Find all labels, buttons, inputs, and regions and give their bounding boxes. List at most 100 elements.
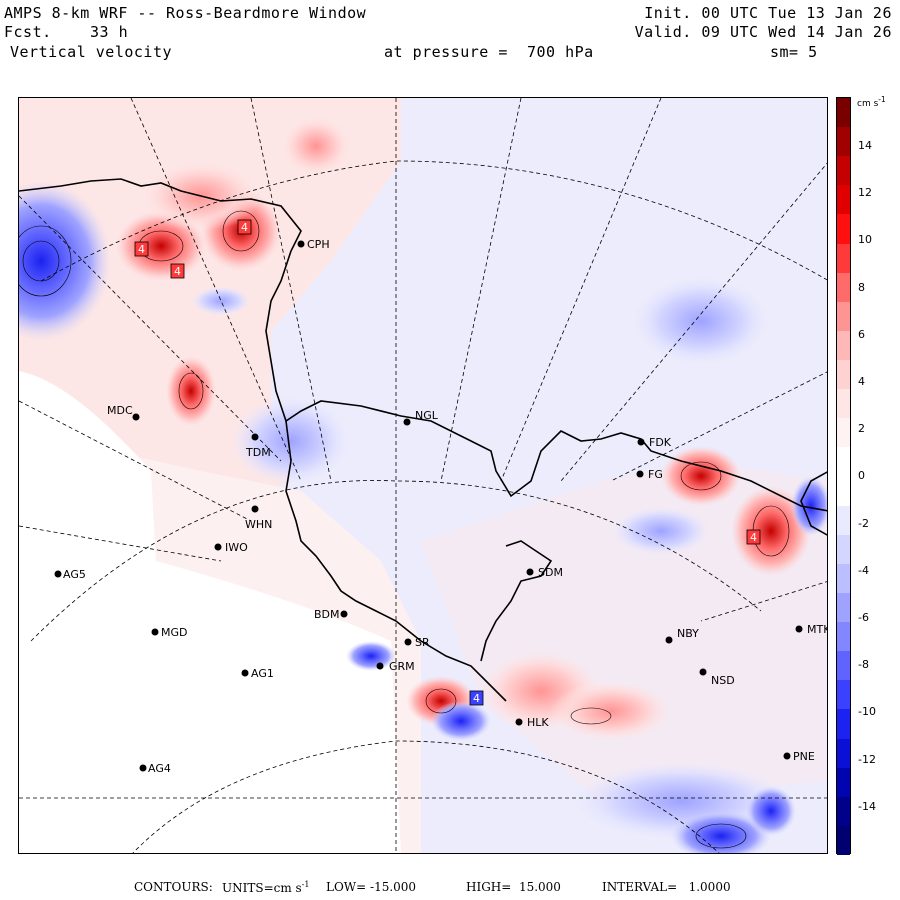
descent-blob-3 xyxy=(631,276,771,366)
colorbar-segment xyxy=(837,651,850,681)
station-label: SR xyxy=(415,636,430,649)
latitude-circle-3 xyxy=(132,740,720,853)
station-label: IWO xyxy=(225,541,248,554)
station-dot-grm xyxy=(376,662,384,670)
descent-blob-1 xyxy=(191,286,251,316)
station-dot-nsd xyxy=(699,668,707,676)
colorbar-tick-label: -2 xyxy=(858,516,869,530)
station-label: SDM xyxy=(538,566,563,579)
footer-low: LOW= -15.000 xyxy=(326,880,417,894)
contour-8 xyxy=(178,372,204,410)
colorbar-segment xyxy=(837,156,850,186)
station-label: PNE xyxy=(793,750,815,763)
contour-7 xyxy=(695,823,747,849)
colorbar-segment xyxy=(837,389,850,419)
meridian-3 xyxy=(19,195,282,462)
station-dot-ag4 xyxy=(139,764,147,772)
meridian-5 xyxy=(19,525,222,562)
station-dot-sr xyxy=(404,638,412,646)
map-panel: CPH MDC TDM NGL FDK FG WHN IWO AG5 SDM B… xyxy=(18,97,828,854)
colorbar-tick-label: -12 xyxy=(858,752,876,766)
colorbar-segment xyxy=(837,301,850,332)
station-dot-ag5 xyxy=(54,570,62,578)
station-label: CPH xyxy=(307,238,330,251)
init-time: Init. 00 UTC Tue 13 Jan 26 xyxy=(644,4,892,22)
contour-10 xyxy=(570,707,612,725)
colorbar-tick-label: 2 xyxy=(858,422,865,436)
extrema-value: 4 xyxy=(750,531,757,544)
station-dot-iwo xyxy=(214,543,222,551)
station-dot-sdm xyxy=(526,568,534,576)
colorbar-tick-label: 0 xyxy=(858,469,865,483)
ascent-blob-4 xyxy=(166,356,216,426)
coastline-bay xyxy=(480,540,553,662)
station-label: NBY xyxy=(677,627,699,640)
extrema-value: 4 xyxy=(473,692,480,705)
colorbar-segment xyxy=(837,796,850,827)
extrema-value: 4 xyxy=(138,243,145,256)
descent-blob-9 xyxy=(746,786,796,836)
forecast-hour: 33 h xyxy=(90,23,129,41)
station-dot-nby xyxy=(665,636,673,644)
meridian-8 xyxy=(500,98,662,482)
station-label: AG5 xyxy=(63,568,86,581)
descent-blob-6 xyxy=(431,701,491,741)
colorbar-segment xyxy=(837,272,850,303)
colorbar-tick-label: -6 xyxy=(858,611,869,624)
station-dot-mdc xyxy=(132,413,140,421)
extrema-box xyxy=(170,263,185,279)
latitude-circle-1 xyxy=(30,480,762,642)
footer-contours: CONTOURS: xyxy=(134,880,213,894)
colorbar-segment xyxy=(837,185,850,215)
meridian-11 xyxy=(700,581,827,622)
colorbar-tick-label: 14 xyxy=(858,139,872,152)
station-dot-cph xyxy=(297,240,305,248)
colorbar-tick-label: 10 xyxy=(858,233,872,247)
station-dot-mgd xyxy=(151,628,159,636)
contour-4 xyxy=(222,210,260,252)
station-label: MDC xyxy=(107,404,133,417)
ascent-blob-5 xyxy=(661,446,741,506)
coastline-mountains xyxy=(285,420,507,702)
colorbar-segment xyxy=(837,418,850,448)
station-dot-tdm xyxy=(251,433,259,441)
station-label: BDM xyxy=(314,608,340,621)
descent-blob-8 xyxy=(671,811,771,853)
meridian-7 xyxy=(440,98,522,482)
station-label: HLK xyxy=(527,716,549,729)
colorbar-segment xyxy=(837,360,850,390)
colorbar-segment xyxy=(837,709,850,740)
ascent-blob-8 xyxy=(551,681,671,741)
plot-title: AMPS 8-km WRF -- Ross-Beardmore Window xyxy=(4,4,367,22)
colorbar-segment xyxy=(837,476,850,507)
station-dot-bdm xyxy=(340,610,348,618)
extrema-box xyxy=(237,219,252,235)
ascent-blob-10 xyxy=(281,116,351,176)
extrema-box xyxy=(134,241,149,257)
station-label: MTK xyxy=(807,623,828,636)
descent-blob-5 xyxy=(346,641,396,671)
colorbar-segment xyxy=(837,825,850,856)
descent-blob-4 xyxy=(611,506,711,556)
contour-lines xyxy=(19,210,790,849)
descent-blob-2 xyxy=(231,396,351,486)
contour-9 xyxy=(425,688,457,714)
colorbar-tick-label: 8 xyxy=(858,280,865,294)
station-label: NSD xyxy=(711,674,735,687)
station-labels: CPH MDC TDM NGL FDK FG WHN IWO AG5 SDM B… xyxy=(63,238,828,775)
extrema-boxes: 4 4 4 4 4 xyxy=(134,219,761,706)
colorbar-segment xyxy=(837,127,850,157)
extrema-value: 4 xyxy=(174,265,181,278)
colorbar-segment xyxy=(837,330,850,361)
contour-1 xyxy=(19,225,72,297)
graticule xyxy=(19,98,827,853)
contour-2 xyxy=(22,240,60,282)
colorbar-tick-label: 4 xyxy=(858,375,865,388)
colorbar-tick-label: -4 xyxy=(858,563,869,577)
station-label: MGD xyxy=(161,626,188,639)
station-label: AG4 xyxy=(148,762,171,775)
colorbar-segment xyxy=(837,592,850,623)
station-label: AG1 xyxy=(251,667,274,680)
forecast-label: Fcst. xyxy=(4,23,52,41)
coastline-east xyxy=(800,471,827,536)
